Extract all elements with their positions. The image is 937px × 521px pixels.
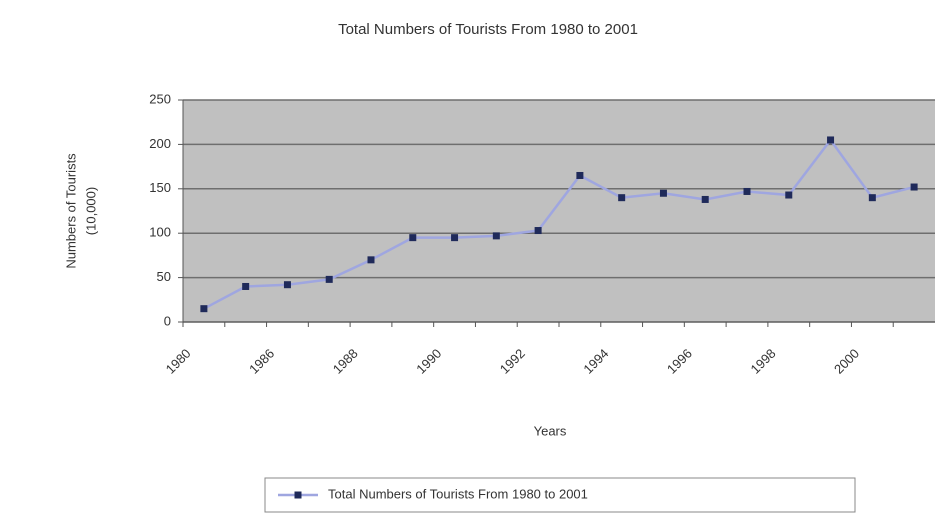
x-tick-label: 1988	[330, 346, 361, 377]
data-point	[910, 183, 918, 191]
data-point	[451, 234, 459, 242]
data-point	[827, 136, 835, 144]
x-tick-label: 1986	[246, 346, 277, 377]
series-line	[203, 137, 915, 310]
y-axis-title: Numbers of Tourists (10,000)	[63, 153, 98, 269]
chart-title: Total Numbers of Tourists From 1980 to 2…	[338, 21, 638, 38]
legend-label: Total Numbers of Tourists From 1980 to 2…	[328, 486, 588, 501]
data-point	[200, 305, 208, 313]
data-point	[743, 187, 751, 195]
y-tick-label: 50	[157, 269, 171, 284]
legend-box	[264, 477, 856, 513]
data-point	[492, 232, 500, 240]
x-tick-label: 2000	[831, 346, 862, 377]
legend-marker	[294, 491, 302, 499]
plot-area	[183, 100, 935, 322]
data-point	[659, 189, 667, 197]
data-point	[534, 227, 542, 235]
data-point	[576, 171, 584, 179]
y-tick-label: 200	[149, 136, 171, 151]
data-point	[785, 191, 793, 199]
x-axis-title: Years	[534, 423, 567, 438]
x-tick-label: 1990	[413, 346, 444, 377]
x-tick-label: 1992	[497, 346, 528, 377]
data-point	[409, 234, 417, 242]
x-tick-label: 1996	[664, 346, 695, 377]
y-tick-label: 250	[149, 91, 171, 106]
y-tick-label: 100	[149, 225, 171, 240]
data-point	[868, 194, 876, 202]
data-point	[367, 256, 375, 264]
data-point	[283, 281, 291, 289]
x-tick-label: 1994	[580, 346, 611, 377]
x-tick-label: 1980	[163, 346, 194, 377]
data-point	[701, 195, 709, 203]
data-point	[242, 282, 250, 290]
data-point	[618, 194, 626, 202]
y-tick-label: 150	[149, 180, 171, 195]
x-tick-label: 1998	[747, 346, 778, 377]
y-axis-title-line: (10,000)	[83, 187, 98, 235]
y-tick-label: 0	[164, 313, 171, 328]
y-axis-title-line: Numbers of Tourists	[63, 153, 78, 269]
data-point	[325, 275, 333, 283]
